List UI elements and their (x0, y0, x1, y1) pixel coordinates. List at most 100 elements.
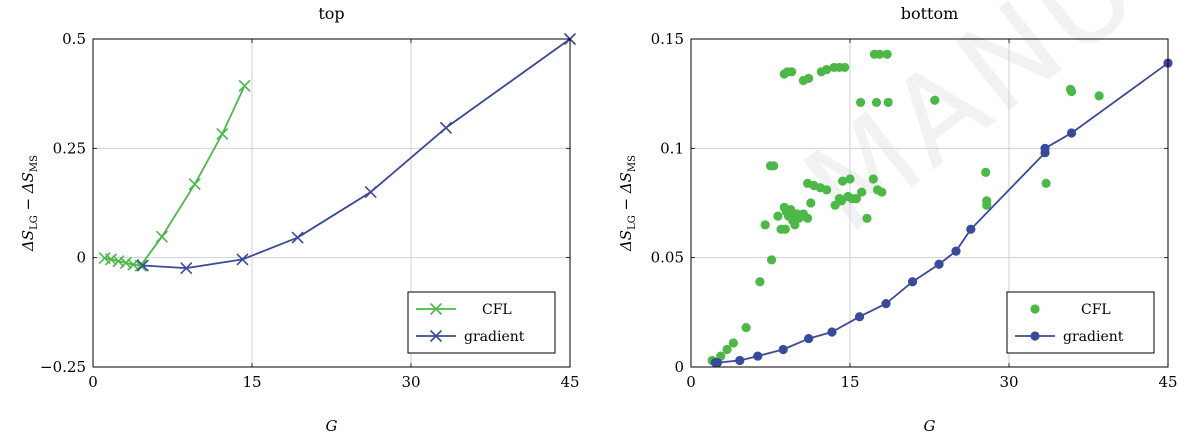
data-point (1094, 91, 1104, 101)
x-tick-label: 30 (401, 373, 420, 391)
data-point (803, 213, 813, 223)
legend-label: CFL (1081, 302, 1111, 318)
data-point (804, 73, 814, 83)
y-tick-label: 0.25 (53, 139, 86, 157)
data-point (735, 355, 745, 366)
data-point (216, 127, 229, 140)
data-point (822, 65, 832, 75)
x-tick-label: 0 (88, 373, 98, 391)
data-point (981, 167, 991, 177)
data-point (741, 323, 751, 333)
data-point (136, 259, 149, 272)
data-point (1065, 84, 1076, 94)
data-point (827, 327, 837, 337)
data-point (877, 187, 887, 197)
data-point (840, 62, 850, 73)
data-point (119, 256, 132, 269)
series-gradient (136, 32, 577, 275)
legend-entry-cfl: CFL (416, 302, 512, 318)
data-point (755, 277, 765, 287)
legend-marker (429, 329, 443, 343)
legend: CFL gradient (1006, 291, 1155, 354)
data-point (780, 224, 790, 234)
data-point (1041, 178, 1051, 188)
data-point (188, 178, 201, 191)
chart-bottom: 0 15 30 45 0 0.05 0.1 0.15 bottom G ΔSLG − ΔSMS CFL… (617, 4, 1178, 435)
legend-marker (1030, 331, 1040, 341)
y-tick-label: 0 (674, 358, 684, 376)
data-point (180, 262, 193, 275)
data-point (834, 194, 845, 204)
data-point (773, 211, 783, 221)
legend-marker (429, 302, 443, 316)
data-point (766, 255, 777, 265)
data-point (788, 215, 798, 226)
data-point (155, 230, 168, 243)
legend-entry-gradient: gradient (1015, 329, 1124, 345)
data-point (851, 194, 861, 204)
data-point (769, 161, 779, 171)
chart-title: top (318, 4, 344, 23)
data-point (951, 246, 961, 256)
series-cfl (98, 79, 251, 272)
x-tick-label: 45 (560, 373, 579, 391)
data-point (753, 351, 763, 361)
data-point (364, 186, 377, 199)
data-point (722, 344, 732, 355)
y-tick-label: 0.05 (651, 249, 684, 267)
data-point (778, 344, 788, 355)
data-point (966, 224, 976, 234)
series-line (142, 38, 571, 270)
plot-frame (92, 38, 571, 368)
legend-marker (1030, 304, 1040, 314)
data-point (882, 49, 892, 59)
x-tick-label: 15 (242, 373, 261, 391)
data-point (857, 187, 867, 197)
data-point (930, 95, 940, 105)
x-axis-label: G (924, 417, 936, 435)
data-point (236, 253, 249, 266)
data-point (712, 358, 723, 368)
legend-entry-gradient: gradient (416, 329, 525, 345)
y-axis-label: ΔSLG − ΔSMS (19, 155, 40, 252)
legend-box (1006, 291, 1155, 354)
data-point (806, 198, 816, 208)
data-point (934, 259, 944, 269)
plot-frame (690, 38, 1169, 368)
data-point (854, 312, 865, 322)
y-tick-label: 0.15 (651, 30, 684, 48)
data-point (845, 174, 855, 184)
data-point (868, 174, 878, 184)
legend-label: gradient (1063, 329, 1124, 345)
y-axis-label: ΔSLG − ΔSMS (617, 155, 638, 252)
legend-entry-cfl: CFL (1030, 302, 1111, 318)
y-tick-label: 0.5 (62, 30, 86, 48)
series-gradient (710, 58, 1173, 368)
x-tick-label: 15 (840, 373, 859, 391)
series-cfl (707, 49, 1104, 366)
data-point (291, 231, 304, 244)
legend-label: gradient (464, 329, 525, 345)
data-point (112, 255, 125, 268)
data-point (1066, 128, 1077, 138)
data-point (862, 213, 872, 223)
data-point (104, 253, 118, 266)
x-tick-label: 0 (686, 373, 696, 391)
legend-box (407, 291, 556, 354)
x-axis-label: G (326, 417, 338, 435)
data-point (238, 79, 251, 92)
y-tick-label: 0 (76, 249, 86, 267)
x-tick-label: 30 (999, 373, 1018, 391)
data-point (907, 277, 918, 287)
data-point (728, 338, 739, 348)
legend-label: CFL (482, 302, 512, 318)
data-point (875, 49, 885, 59)
data-point (883, 97, 893, 108)
series-line (104, 85, 246, 267)
data-point (1040, 143, 1050, 153)
data-point (134, 259, 147, 272)
data-point (792, 209, 802, 219)
data-point (982, 200, 992, 210)
